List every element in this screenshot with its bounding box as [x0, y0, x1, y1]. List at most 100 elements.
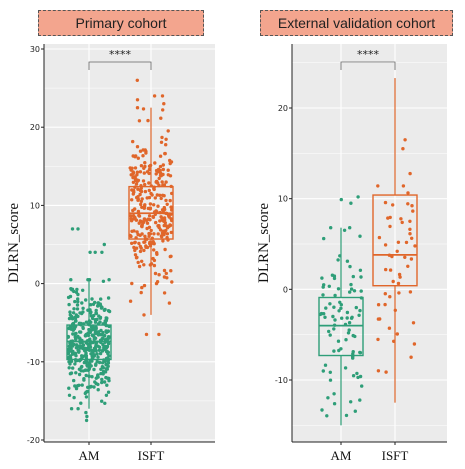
data-point — [158, 228, 163, 232]
data-point — [147, 171, 151, 176]
outlier-point — [70, 227, 75, 231]
data-point — [106, 335, 111, 339]
data-point — [165, 202, 169, 206]
data-point — [100, 361, 105, 365]
y-tick-label: 30 — [30, 45, 40, 54]
significance-label: **** — [357, 48, 380, 61]
data-point — [83, 349, 87, 353]
data-point — [396, 240, 401, 244]
data-point — [135, 230, 139, 234]
data-point — [85, 364, 90, 368]
data-point — [409, 355, 413, 359]
data-point — [137, 241, 141, 246]
data-point — [134, 154, 138, 158]
data-point — [69, 278, 73, 282]
data-point — [76, 334, 80, 339]
data-point — [157, 273, 161, 277]
data-point — [351, 352, 355, 356]
data-point — [144, 244, 148, 248]
data-point — [94, 376, 99, 380]
data-point — [360, 384, 364, 388]
data-point — [94, 308, 98, 313]
data-point — [77, 383, 81, 387]
data-point — [395, 249, 399, 253]
data-point — [69, 359, 74, 363]
data-point — [397, 291, 401, 295]
data-point — [139, 164, 144, 168]
y-tick-label: -10 — [27, 358, 40, 367]
data-point — [345, 316, 349, 320]
outlier-point — [356, 195, 360, 199]
data-point — [92, 327, 97, 331]
data-point — [81, 288, 85, 292]
data-point — [358, 308, 362, 313]
outlier-point — [157, 332, 161, 337]
data-point — [103, 370, 108, 374]
data-point — [339, 347, 343, 351]
data-point — [129, 214, 133, 218]
data-point — [359, 275, 363, 279]
data-point — [147, 167, 152, 172]
data-point — [160, 135, 164, 140]
data-point — [165, 276, 169, 280]
data-point — [351, 374, 356, 378]
data-point — [99, 367, 103, 371]
data-point — [106, 364, 110, 368]
data-point — [105, 376, 110, 380]
outlier-point — [100, 250, 104, 254]
y-tick-label: 20 — [278, 104, 288, 113]
data-point — [403, 138, 407, 142]
data-point — [70, 342, 75, 346]
data-point — [138, 244, 142, 248]
data-point — [388, 224, 392, 229]
data-point — [337, 309, 341, 313]
data-point — [69, 347, 73, 351]
data-point — [152, 241, 156, 245]
data-point — [75, 303, 80, 307]
data-point — [76, 299, 80, 304]
data-point — [102, 308, 107, 312]
data-point — [128, 299, 133, 303]
data-point — [332, 305, 336, 309]
data-point — [153, 196, 157, 200]
data-point — [75, 307, 80, 311]
data-point — [101, 348, 105, 352]
data-point — [96, 373, 100, 377]
data-point — [328, 302, 332, 306]
data-point — [169, 230, 173, 235]
data-point — [161, 167, 165, 172]
data-point — [145, 221, 150, 225]
data-point — [351, 274, 355, 279]
data-point — [143, 161, 147, 165]
data-point — [158, 164, 163, 169]
data-point — [152, 258, 157, 263]
data-point — [163, 207, 167, 212]
significance-label: **** — [109, 48, 132, 61]
data-point — [158, 173, 163, 178]
data-point — [72, 307, 76, 311]
data-point — [88, 311, 93, 315]
data-point — [349, 287, 354, 291]
data-point — [152, 203, 156, 207]
data-point — [84, 298, 88, 302]
data-point — [78, 311, 82, 315]
data-point — [331, 314, 335, 319]
data-point — [131, 172, 135, 176]
outlier-point — [162, 102, 166, 106]
data-point — [148, 218, 152, 222]
data-point — [358, 234, 362, 238]
data-point — [340, 316, 344, 320]
data-point — [94, 311, 99, 316]
data-point — [138, 170, 143, 174]
data-point — [388, 295, 392, 299]
data-point — [332, 327, 336, 331]
outlier-point — [135, 78, 139, 83]
data-point — [322, 236, 326, 241]
data-point — [84, 368, 88, 372]
data-point — [339, 306, 343, 310]
box-iqr — [318, 296, 364, 357]
data-point — [386, 216, 390, 220]
data-point — [133, 253, 138, 257]
data-point — [332, 402, 337, 406]
